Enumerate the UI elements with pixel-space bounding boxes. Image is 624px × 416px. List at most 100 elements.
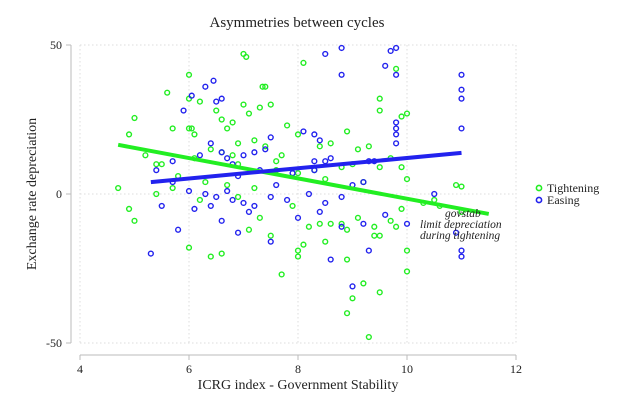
point-tightening (256, 214, 263, 221)
point-tightening (278, 271, 285, 278)
point-tightening (343, 310, 351, 317)
annotation: govstab limit depreciation during tighte… (420, 208, 502, 242)
annotation-line-3: during tightening (420, 230, 500, 242)
point-easing (213, 98, 220, 105)
point-tightening (327, 140, 334, 147)
point-easing (393, 125, 400, 132)
point-tightening (403, 176, 411, 183)
point-easing (327, 256, 334, 263)
chart-title: Asymmetries between cycles (210, 15, 385, 31)
point-tightening (164, 89, 171, 96)
point-tightening (207, 146, 214, 153)
point-easing (360, 220, 367, 227)
point-tightening (196, 98, 204, 105)
point-tightening (376, 95, 383, 102)
point-tightening (294, 253, 302, 260)
point-easing (218, 217, 225, 224)
point-tightening (169, 125, 176, 132)
point-easing (169, 158, 176, 165)
point-easing (153, 167, 160, 174)
point-easing (338, 71, 345, 78)
point-tightening (403, 268, 411, 275)
point-tightening (365, 333, 372, 341)
point-tightening (188, 125, 195, 132)
point-easing (210, 77, 217, 84)
point-tightening (398, 113, 405, 120)
axes: -50 0 50 4 6 8 10 12 (46, 38, 522, 376)
point-tightening (371, 223, 378, 230)
point-tightening (343, 226, 351, 233)
legend-marker-easing (535, 196, 543, 204)
point-tightening (125, 131, 133, 138)
point-easing (458, 86, 465, 93)
point-tightening (240, 101, 247, 108)
point-tightening (294, 247, 302, 254)
point-tightening (273, 158, 280, 165)
x-tick-label: 10 (401, 362, 413, 376)
legend-label-easing: Easing (547, 193, 580, 207)
point-easing (322, 158, 329, 165)
point-easing (207, 140, 214, 147)
point-tightening (354, 146, 362, 153)
point-easing (311, 131, 318, 138)
point-easing (175, 226, 182, 233)
x-tick-label: 8 (295, 362, 301, 376)
point-tightening (322, 176, 329, 183)
point-tightening (387, 217, 394, 224)
point-tightening (354, 214, 362, 221)
point-easing (327, 155, 334, 162)
point-easing (180, 107, 187, 114)
point-tightening (224, 125, 231, 132)
point-tightening (207, 253, 214, 260)
point-easing (452, 229, 460, 236)
annotation-line-1: govstab (445, 208, 481, 220)
point-tightening (284, 122, 291, 129)
point-tightening (142, 152, 149, 159)
point-easing (300, 128, 307, 135)
point-easing (338, 193, 345, 201)
point-tightening (115, 184, 122, 192)
point-easing (202, 190, 209, 198)
point-easing (365, 247, 372, 254)
point-tightening (398, 205, 405, 213)
point-easing (322, 50, 329, 58)
point-tightening (365, 143, 372, 150)
point-easing (458, 125, 465, 132)
point-tightening (338, 220, 345, 227)
x-axis-label: ICRG index - Government Stability (198, 378, 399, 393)
point-tightening (452, 181, 460, 189)
point-easing (393, 131, 400, 138)
point-tightening (153, 161, 160, 168)
point-easing (202, 83, 209, 90)
fit-line-easing (150, 150, 462, 185)
point-easing (267, 238, 274, 245)
point-tightening (300, 59, 307, 66)
legend: Tightening Easing (535, 181, 599, 207)
point-easing (458, 247, 465, 254)
point-easing (393, 140, 400, 147)
point-easing (393, 44, 400, 52)
point-easing (267, 193, 274, 201)
point-easing (458, 71, 465, 78)
point-easing (316, 137, 323, 144)
y-axis-label: Exchange rate depreciation (25, 118, 40, 270)
point-tightening (131, 114, 138, 122)
point-easing (403, 220, 411, 227)
point-easing (294, 214, 302, 221)
point-easing (382, 211, 389, 218)
point-tightening (393, 65, 400, 72)
point-tightening (300, 241, 307, 248)
point-tightening (169, 184, 176, 192)
point-tightening (202, 178, 209, 186)
point-tightening (343, 128, 351, 135)
point-easing (284, 196, 291, 204)
point-easing (224, 187, 231, 195)
point-tightening (376, 232, 383, 239)
point-easing (338, 223, 345, 230)
point-easing (289, 170, 296, 177)
point-easing (273, 181, 280, 189)
point-easing (431, 190, 438, 198)
point-tightening (343, 256, 351, 263)
